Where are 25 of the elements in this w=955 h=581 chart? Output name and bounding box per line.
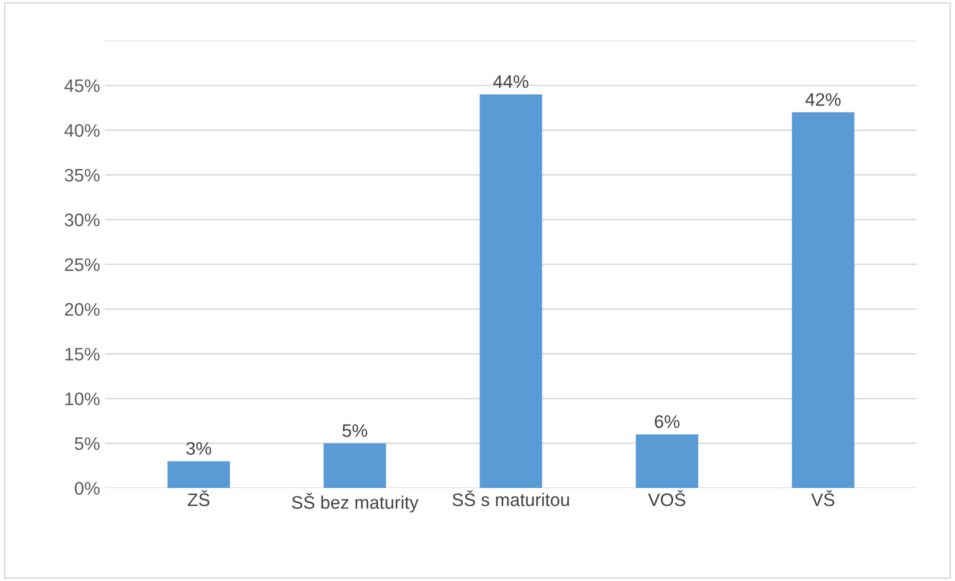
- y-tick-label: 5%: [74, 437, 100, 450]
- data-label: 44%: [493, 75, 528, 88]
- data-label: 42%: [805, 93, 841, 106]
- y-tick-label: 20%: [64, 303, 100, 316]
- x-tick-label: VŠ: [811, 490, 834, 506]
- y-tick-label: 40%: [64, 124, 100, 137]
- bar: [636, 434, 698, 488]
- x-tick-label: SŠ bez maturity: [292, 492, 419, 512]
- data-label: 6%: [654, 415, 680, 428]
- bar: [480, 94, 542, 488]
- x-tick-label: VOŠ: [648, 490, 686, 506]
- y-tick-label: 15%: [65, 348, 100, 361]
- x-tick-label: ZŠ: [188, 490, 210, 506]
- y-tick-label: 10%: [65, 392, 100, 406]
- y-tick-label: 45%: [64, 79, 100, 92]
- bar: [324, 443, 386, 488]
- data-label: 5%: [342, 424, 368, 437]
- y-tick-label: 35%: [64, 168, 100, 182]
- y-tick-label: 25%: [64, 258, 100, 272]
- data-label: 3%: [186, 442, 212, 455]
- bar: [792, 112, 854, 488]
- bar: [167, 461, 230, 488]
- y-tick-label: 30%: [64, 214, 100, 226]
- y-tick-label: 0%: [74, 482, 100, 495]
- x-tick-label: SŠ s maturitou: [452, 490, 569, 506]
